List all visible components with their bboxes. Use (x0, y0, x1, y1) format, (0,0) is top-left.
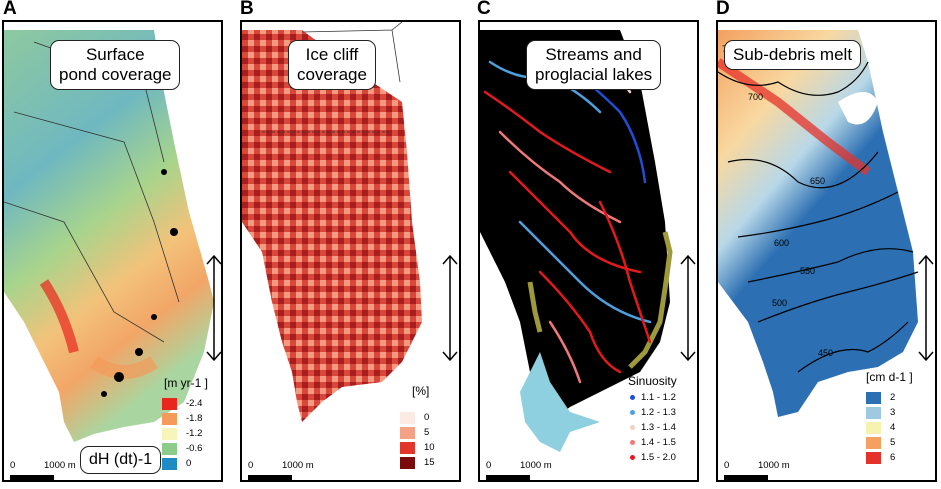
panel-a-map (4, 30, 214, 442)
legend-title: Sinuosity (628, 374, 677, 388)
panel-c-title: Streams and proglacial lakes (526, 40, 662, 90)
panel-letter-a: A (3, 0, 17, 19)
panel-c-scale-bar: 0 1000 m (486, 460, 566, 480)
legend-item: -0.6 (162, 441, 202, 456)
panel-d-legend: 2 3 4 5 6 (866, 390, 895, 465)
double-arrow-icon (442, 254, 458, 362)
panel-letter-c: C (477, 0, 491, 19)
double-arrow-icon (918, 254, 934, 362)
panel-a-legend: -2.4 -1.8 -1.2 -0.6 0 (162, 396, 202, 471)
double-arrow-icon (206, 254, 221, 362)
legend-item: 1.2 - 1.3 (628, 405, 677, 420)
legend-item: 6 (866, 450, 895, 465)
double-arrow-icon (680, 254, 696, 362)
panel-letter-d: D (716, 0, 730, 19)
panel-b-unit: [%] (412, 384, 430, 398)
panel-a-formula: dH (dt)-1 (80, 446, 162, 474)
panel-a-scale-bar: 0 1000 m (10, 460, 90, 480)
contour-label: 700 (748, 92, 763, 102)
contour-label: 650 (810, 176, 825, 186)
legend-item: 10 (400, 440, 435, 455)
legend-item: -2.4 (162, 396, 202, 411)
panel-d-unit: [cm d-1 ] (866, 370, 913, 384)
panel-c-map (480, 30, 673, 452)
contour-label: 550 (800, 266, 815, 276)
legend-item: 5 (866, 435, 895, 450)
panel-b-title: Ice cliff coverage (288, 40, 376, 90)
contour-label: 600 (774, 238, 789, 248)
panel-d: 750 700 650 600 550 500 450 Sub-debris m… (716, 20, 937, 482)
panel-d-scale-bar: 0 1000 m (724, 460, 804, 480)
panel-c-legend: Sinuosity 1.1 - 1.2 1.2 - 1.3 1.3 - 1.4 … (628, 374, 677, 465)
panel-d-title: Sub-debris melt (724, 40, 862, 70)
panel-b-map (242, 22, 422, 422)
panel-letter-b: B (240, 0, 254, 19)
contour-label: 500 (772, 298, 787, 308)
legend-item: 1.1 - 1.2 (628, 390, 677, 405)
panel-b-scale-bar: 0 1000 m (248, 460, 328, 480)
panel-b: Ice cliff coverage [%] 0 5 10 15 0 1000 m (240, 20, 461, 482)
panel-c: Streams and proglacial lakes Sinuosity 1.… (478, 20, 699, 482)
legend-item: 5 (400, 425, 435, 440)
panel-a-unit: [m yr-1 ] (164, 376, 208, 390)
legend-item: 2 (866, 390, 895, 405)
panel-b-legend: 0 5 10 15 (400, 410, 435, 470)
contour-label: 450 (818, 348, 833, 358)
legend-item: 1.5 - 2.0 (628, 450, 677, 465)
legend-item: 15 (400, 455, 435, 470)
legend-item: 1.4 - 1.5 (628, 435, 677, 450)
panel-a-title: Surface pond coverage (50, 40, 181, 90)
legend-item: 0 (400, 410, 435, 425)
legend-item: -1.2 (162, 426, 202, 441)
legend-item: -1.8 (162, 411, 202, 426)
legend-item: 3 (866, 405, 895, 420)
panel-d-map: 750 700 650 600 550 500 450 (718, 30, 919, 417)
legend-item: 4 (866, 420, 895, 435)
panel-a: Surface pond coverage [m yr-1 ] -2.4 -1.8… (2, 20, 223, 482)
legend-item: 0 (162, 456, 202, 471)
legend-item: 1.3 - 1.4 (628, 420, 677, 435)
